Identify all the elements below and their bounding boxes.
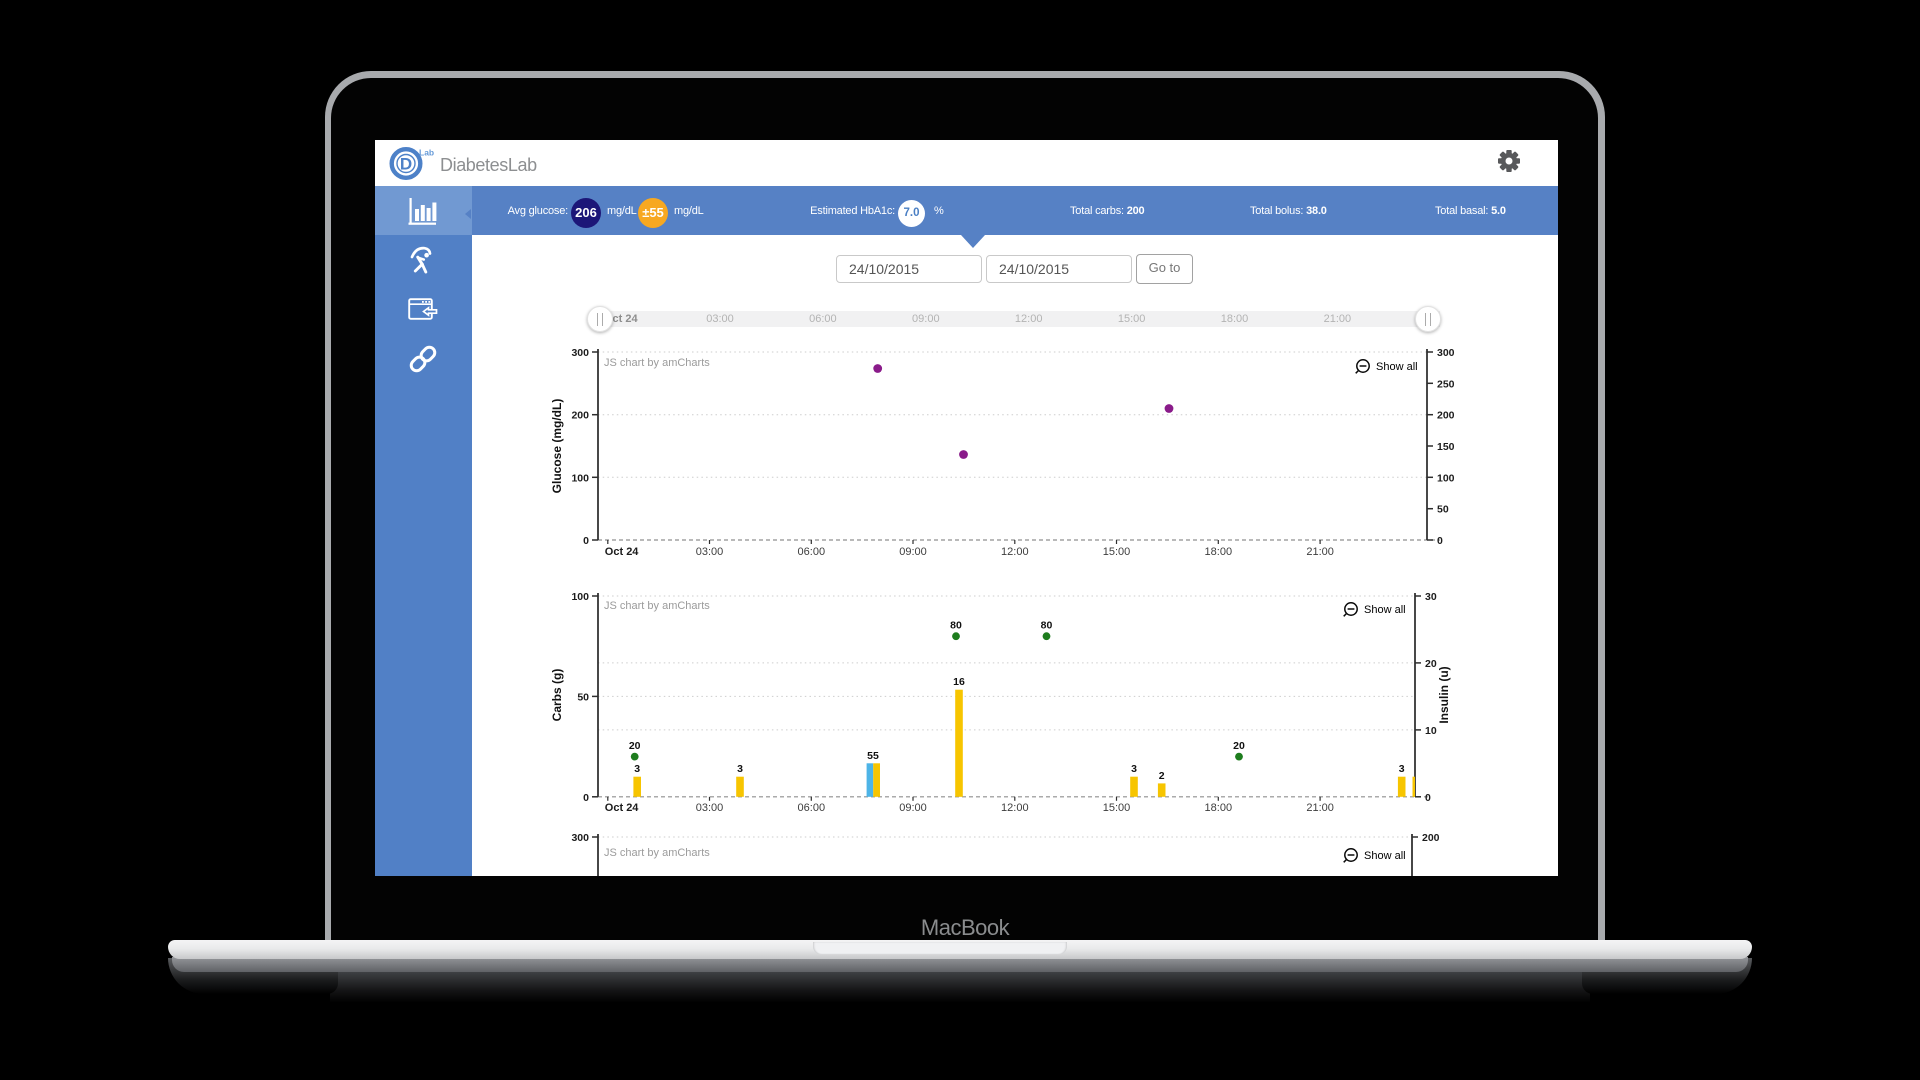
svg-text:06:00: 06:00 — [798, 802, 826, 814]
svg-text:Oct 24: Oct 24 — [605, 546, 640, 558]
svg-text:Oct 24: Oct 24 — [605, 802, 640, 814]
svg-text:0: 0 — [583, 792, 589, 804]
svg-text:Carbs (g): Carbs (g) — [550, 669, 564, 722]
svg-text:JS chart by amCharts: JS chart by amCharts — [604, 357, 710, 369]
svg-text:Show all: Show all — [1364, 604, 1406, 616]
svg-text:JS chart by amCharts: JS chart by amCharts — [604, 600, 710, 612]
svg-text:JS chart by amCharts: JS chart by amCharts — [604, 847, 710, 859]
svg-text:Show all: Show all — [1376, 361, 1418, 373]
svg-text:100: 100 — [571, 591, 589, 603]
svg-text:Insulin (u): Insulin (u) — [1437, 666, 1451, 723]
svg-text:09:00: 09:00 — [899, 802, 927, 814]
svg-text:12:00: 12:00 — [1001, 802, 1029, 814]
svg-text:0: 0 — [583, 535, 589, 547]
svg-text:20: 20 — [1425, 658, 1437, 670]
svg-text:30: 30 — [1425, 591, 1437, 603]
svg-text:0: 0 — [1437, 535, 1443, 547]
svg-text:3: 3 — [1399, 763, 1405, 775]
svg-text:3: 3 — [737, 763, 743, 775]
svg-text:03:00: 03:00 — [696, 546, 724, 558]
svg-text:09:00: 09:00 — [899, 546, 927, 558]
svg-text:06:00: 06:00 — [798, 546, 826, 558]
svg-text:55: 55 — [867, 750, 879, 762]
svg-text:03:00: 03:00 — [696, 802, 724, 814]
svg-text:20: 20 — [629, 740, 641, 752]
svg-text:D: D — [400, 155, 412, 174]
svg-text:15:00: 15:00 — [1103, 546, 1131, 558]
svg-text:200: 200 — [1437, 410, 1455, 422]
svg-text:100: 100 — [571, 472, 589, 484]
svg-text:300: 300 — [571, 347, 589, 359]
svg-text:3: 3 — [1131, 763, 1137, 775]
svg-text:250: 250 — [1437, 378, 1455, 390]
svg-text:80: 80 — [950, 620, 962, 632]
svg-text:300: 300 — [571, 832, 589, 844]
svg-text:3: 3 — [634, 763, 640, 775]
svg-text:50: 50 — [577, 691, 589, 703]
svg-text:0: 0 — [1425, 792, 1431, 804]
svg-text:200: 200 — [571, 410, 589, 422]
svg-text:21:00: 21:00 — [1306, 546, 1334, 558]
svg-text:80: 80 — [1041, 620, 1053, 632]
svg-text:15:00: 15:00 — [1103, 802, 1131, 814]
svg-text:18:00: 18:00 — [1205, 546, 1233, 558]
svg-text:18:00: 18:00 — [1205, 802, 1233, 814]
svg-text:20: 20 — [1233, 740, 1245, 752]
svg-text:200: 200 — [1422, 832, 1440, 844]
svg-text:100: 100 — [1437, 472, 1455, 484]
svg-text:50: 50 — [1437, 504, 1449, 516]
svg-text:Glucose (mg/dL): Glucose (mg/dL) — [550, 399, 564, 494]
svg-text:150: 150 — [1437, 441, 1455, 453]
svg-text:2: 2 — [1159, 770, 1165, 782]
svg-text:12:00: 12:00 — [1001, 546, 1029, 558]
svg-text:16: 16 — [953, 676, 965, 688]
svg-text:21:00: 21:00 — [1306, 802, 1334, 814]
svg-text:Lab: Lab — [419, 148, 434, 158]
svg-text:300: 300 — [1437, 347, 1455, 359]
svg-text:10: 10 — [1425, 725, 1437, 737]
svg-text:Show all: Show all — [1364, 850, 1406, 862]
